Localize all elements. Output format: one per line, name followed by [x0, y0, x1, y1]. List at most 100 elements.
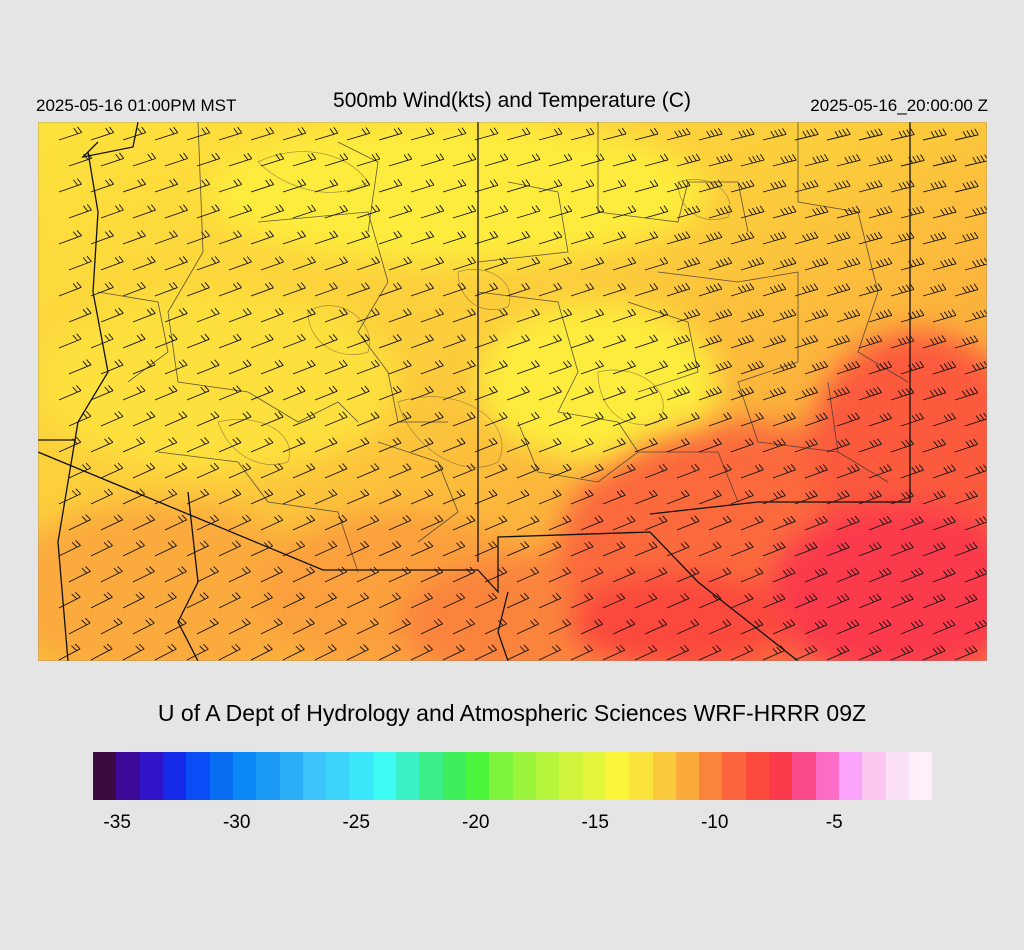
wind-barb [932, 154, 957, 167]
wind-barb [804, 154, 829, 167]
wind-barb [292, 618, 315, 635]
wind-barb [964, 567, 987, 583]
wind-barb [580, 463, 604, 479]
wind-barb [794, 386, 819, 401]
wind-barb [804, 309, 829, 323]
wind-barb [122, 592, 145, 609]
wind-barb [900, 619, 924, 635]
wind-barb [708, 257, 733, 271]
wind-barb [740, 257, 765, 271]
wind-barb [260, 462, 284, 479]
wind-barb [90, 126, 115, 141]
wind-barb [612, 360, 636, 375]
wind-barb [506, 179, 531, 193]
wind-barb [506, 334, 530, 349]
valid-time-utc: 2025-05-16_20:00:00 Z [810, 96, 988, 115]
wind-barb [740, 308, 765, 323]
wind-barb [772, 619, 796, 635]
wind-barb [292, 463, 316, 479]
wind-barb [346, 644, 369, 661]
wind-barb [346, 385, 370, 401]
wind-barb [890, 490, 914, 505]
wind-barb [378, 437, 402, 453]
wind-barb [964, 206, 987, 219]
wind-barb [730, 438, 754, 453]
wind-barb [516, 205, 541, 219]
wind-barb [410, 179, 435, 193]
wind-barb [676, 463, 700, 479]
wind-barb [836, 515, 860, 531]
wind-barb [410, 489, 434, 505]
wind-barb [132, 307, 156, 323]
wind-barb [474, 437, 498, 453]
wind-barb [666, 334, 691, 349]
wind-barb [122, 540, 145, 557]
wind-barb [602, 489, 626, 505]
colorbar-swatch [302, 752, 327, 800]
wind-barb [282, 230, 306, 245]
wind-barb [100, 617, 123, 635]
wind-barb [602, 282, 627, 297]
wind-barb [314, 178, 339, 193]
wind-barb [410, 127, 435, 141]
wind-barb [378, 230, 403, 245]
wind-barb [644, 412, 668, 427]
wind-barb [196, 566, 219, 583]
wind-barb [762, 386, 787, 401]
wind-barb [388, 359, 412, 375]
colorbar-tick-label: -35 [103, 812, 131, 833]
wind-barb [346, 334, 370, 349]
wind-barb [612, 153, 637, 167]
wind-barb [900, 309, 925, 323]
wind-barb [868, 154, 893, 167]
wind-barb [100, 410, 124, 427]
wind-barb [228, 618, 251, 635]
wind-barb [410, 334, 434, 349]
wind-barb [154, 333, 178, 349]
wind-barb [666, 644, 690, 661]
wind-barb [58, 643, 81, 661]
wind-barb [708, 308, 733, 323]
wind-barb [314, 385, 338, 401]
wind-barb [922, 593, 946, 609]
wind-barb [922, 541, 946, 557]
wind-barb [132, 617, 155, 635]
wind-barb [186, 643, 209, 661]
wind-barb [132, 566, 155, 583]
wind-barb [100, 359, 124, 375]
wind-barb [196, 256, 220, 271]
wind-barb [698, 644, 722, 661]
wind-barb [548, 153, 573, 167]
wind-barb [794, 179, 819, 193]
colorbar-swatch [745, 752, 770, 800]
wind-barb [708, 205, 733, 219]
wind-barb [484, 618, 508, 635]
wind-barb [836, 257, 861, 271]
wind-barb [484, 153, 509, 167]
wind-barb [410, 282, 434, 297]
wind-barb [794, 231, 819, 245]
wind-barb [90, 540, 113, 557]
wind-barb [452, 308, 476, 323]
wind-barb [900, 257, 925, 271]
wind-barb [858, 128, 883, 141]
colorbar-swatch [442, 752, 466, 800]
colorbar-swatch [535, 752, 560, 800]
colorbar-tick-label: -20 [462, 812, 490, 833]
wind-barb [858, 490, 882, 505]
wind-barb [602, 592, 626, 609]
wind-barb [452, 256, 477, 271]
wind-barb [570, 386, 594, 401]
wind-barb [762, 438, 786, 453]
wind-barb [388, 153, 413, 167]
wind-barb [868, 257, 893, 271]
wind-barb [730, 128, 755, 141]
wind-barb [548, 463, 572, 479]
wind-barb [58, 488, 82, 505]
wind-barb [484, 360, 508, 375]
wind-barb [132, 411, 156, 427]
wind-barb [804, 464, 828, 479]
wind-barb [218, 488, 242, 505]
wind-barb [324, 256, 348, 271]
wind-barb [538, 644, 562, 661]
